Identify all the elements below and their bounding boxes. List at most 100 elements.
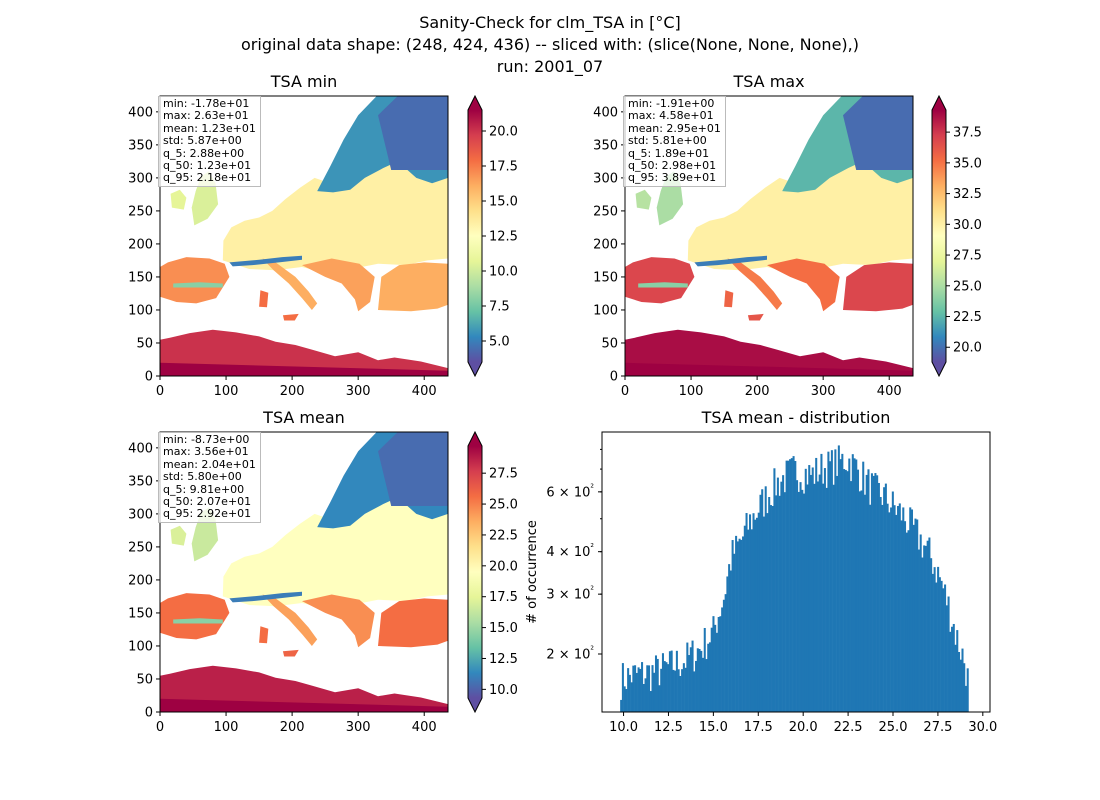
colorbar-tick-label: 5.0 [489,335,510,350]
figure-title: Sanity-Check for clm_TSA in [°C] [419,13,681,32]
histogram-bar [816,481,819,712]
histogram-bar [796,480,799,712]
histogram-bar [855,459,858,712]
map-axes: 0 100 200 300 400 0 50 100 150 200 250 300 350 400 [128,431,449,735]
histogram-bar [881,504,884,712]
x-tick-label: 20.0 [789,720,818,735]
y-tick-label: 0 [145,706,153,721]
y-tick-label: 50 [136,672,153,687]
histogram-bar [853,458,856,712]
histogram-bar [621,663,624,712]
histogram-bar [691,640,694,712]
histogram-bar [869,504,872,712]
histogram-bar [865,474,868,712]
histogram-bar [937,566,940,712]
land-iberia [160,593,230,640]
land-anatolia [378,598,448,648]
histogram-bar [726,576,729,712]
histogram-bar [947,596,950,712]
histogram-bar [919,534,922,712]
colorbar-tick-label: 17.5 [489,160,518,175]
histogram-bar [907,530,910,712]
colorbar-tick-label: 22.5 [953,310,982,325]
histogram-bar [722,599,725,712]
y-tick-label: 6 × 10² [546,483,594,500]
histogram-bar [752,513,755,712]
histogram-bar [809,474,813,712]
y-tick-label: 4 × 10² [546,543,594,560]
y-tick-label: 150 [128,606,153,621]
colorbar-gradient [468,110,482,362]
mountain-pyrenees [173,282,223,288]
histogram-bar [886,503,889,712]
land-italy [262,258,318,310]
histogram-bar [735,535,738,712]
x-tick-label: 400 [877,384,902,399]
histogram-bar [742,536,745,712]
histogram-bar [648,665,651,712]
histogram-bar [921,557,924,712]
y-tick-label: 250 [593,204,618,219]
histogram-bar [820,453,823,712]
histogram-bar [682,663,685,712]
stat-line: max: 3.56e+01 [163,445,249,459]
land-sicily [747,313,764,321]
x-tick-label: 400 [412,720,437,735]
colorbar-gradient [468,446,482,698]
histogram-bar [966,668,969,712]
africa-hot-zone [160,362,448,376]
histogram-bar [837,445,840,712]
histogram-bar [729,570,732,712]
x-tick-label: 25.0 [879,720,908,735]
stat-line: q_50: 1.23e+01 [163,159,252,173]
histogram-bar [813,483,816,712]
mountain-alps [694,255,767,267]
mountain-alps [229,591,302,603]
x-tick-label: 12.5 [654,720,683,735]
histogram-bar [799,482,802,712]
histogram-bar [825,487,828,712]
histogram-bar [651,665,654,712]
colorbar-extend-min [468,362,482,376]
northern-cold-zone [378,432,448,506]
histogram-bar [964,685,967,712]
colorbar-tick-label: 20.0 [489,559,518,574]
tsa-mean-stats-box: min: -8.73e+00 max: 3.56e+01 mean: 2.04e… [158,432,261,523]
stat-line: mean: 2.95e+01 [628,121,721,135]
colorbar-tick-label: 17.5 [489,590,518,605]
y-tick-label: 3 × 10² [546,586,594,603]
histogram-bar [755,517,759,712]
histogram-bar [897,506,900,712]
y-tick-label: 400 [128,441,153,456]
histogram-bar [783,492,786,712]
histogram-bar [782,475,785,712]
histogram-bar [935,582,938,712]
panel-title-tsa-max: TSA max [733,72,805,91]
histogram-bar [870,473,873,712]
histogram-bar [916,519,919,712]
histogram-bar [665,662,668,712]
y-tick-label: 150 [593,270,618,285]
histogram-bar [912,524,915,712]
histogram-bar [714,624,717,712]
histogram-bar [863,494,866,712]
histogram-bar [884,483,887,712]
land-africa [160,329,448,376]
histogram-bar [806,484,809,712]
histogram-bar [924,545,927,712]
y-tick-label: 300 [128,507,153,522]
histogram-bar [804,468,807,712]
mountain-pyrenees [173,618,223,624]
histogram-bar [747,529,750,712]
x-tick-label: 100 [214,720,239,735]
histogram-bar [663,661,666,712]
stat-line: std: 5.87e+00 [163,134,242,148]
mountain-alps [229,255,302,267]
y-tick-label: 200 [128,237,153,252]
histogram-bar [695,660,698,712]
histogram-bar [667,664,670,712]
histogram-bar [830,450,833,712]
histogram-bar [898,503,901,712]
histogram-bar [672,669,675,712]
figure-run-label: run: 2001_07 [496,57,604,76]
